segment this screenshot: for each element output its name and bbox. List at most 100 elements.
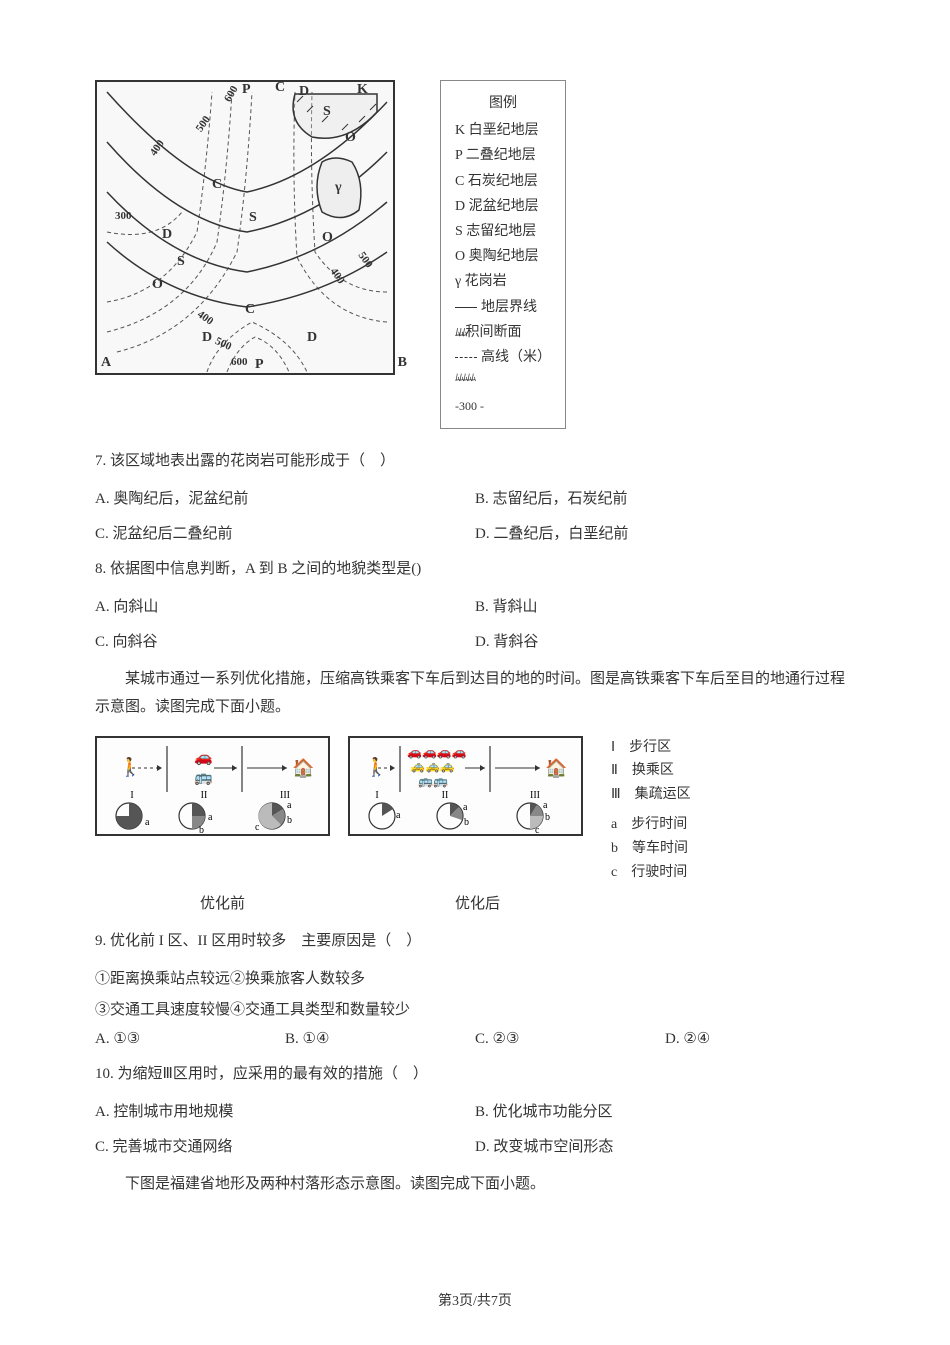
svg-text:🏠: 🏠 xyxy=(545,758,567,778)
legend-hatch: ﾑﾑﾑﾑﾑ xyxy=(455,370,551,388)
label-C-bot: C xyxy=(245,302,255,318)
svg-text:II: II xyxy=(442,790,449,801)
q7-row2: C. 泥盆纪后二叠纪前 D. 二叠纪后，白垩纪前 xyxy=(95,522,855,543)
svg-text:b: b xyxy=(545,812,550,823)
q10-row1: A. 控制城市用地规模 B. 优化城市功能分区 xyxy=(95,1100,855,1121)
flow-after: I II III 🚶 🚗🚗🚗🚗 🚕🚕🚕 🚌🚌 🏠 a a b xyxy=(348,736,583,836)
q9-C: C. ②③ xyxy=(475,1029,665,1048)
q9-D: D. ②④ xyxy=(665,1029,855,1048)
svg-text:I: I xyxy=(375,790,378,801)
contour-300: 300 xyxy=(115,210,132,222)
q9-s2: ③交通工具速度较慢④交通工具类型和数量较少 xyxy=(95,998,855,1019)
q7-B: B. 志留纪后，石炭纪前 xyxy=(475,487,855,508)
legend-P: P 二叠纪地层 xyxy=(455,143,551,168)
time-c: c 行驶时间 xyxy=(611,861,691,885)
passage2: 某城市通过一系列优化措施，压缩高铁乘客下车后到达目的地的时间。图是高铁乘客下车后… xyxy=(95,665,855,722)
legend-S: S 志留纪地层 xyxy=(455,219,551,244)
label-D-bot: D xyxy=(202,330,212,346)
legend-K: K 白垩纪地层 xyxy=(455,118,551,143)
q9-stem: 9. 优化前 I 区、II 区用时较多 主要原因是（ ） xyxy=(95,929,855,953)
label-A: A xyxy=(101,355,111,371)
map-svg xyxy=(97,82,393,373)
legend-C: C 石炭纪地层 xyxy=(455,169,551,194)
q10-D: D. 改变城市空间形态 xyxy=(475,1135,855,1156)
q8-row2: C. 向斜谷 D. 背斜谷 xyxy=(95,630,855,651)
legend-box: 图例 K 白垩纪地层 P 二叠纪地层 C 石炭纪地层 D 泥盆纪地层 S 志留纪… xyxy=(440,80,566,429)
svg-text:b: b xyxy=(464,817,469,828)
label-D-mid: D xyxy=(162,227,172,243)
svg-text:II: II xyxy=(201,790,208,801)
svg-text:b: b xyxy=(287,815,292,826)
svg-text:c: c xyxy=(255,822,260,833)
label-O-top: O xyxy=(345,130,356,146)
label-C-mid: C xyxy=(212,177,222,193)
legend-gamma: γ 花岗岩 xyxy=(455,269,551,294)
legend-sample: -300 - xyxy=(455,396,551,418)
q10-stem: 10. 为缩短Ⅲ区用时，应采用的最有效的措施（ ） xyxy=(95,1062,855,1086)
contour-600b: 600 xyxy=(231,356,248,368)
legend-boundary: 地层界线 xyxy=(455,295,551,320)
legend-contour: 高线（米） xyxy=(455,345,551,370)
svg-text:🚗🚗🚗🚗: 🚗🚗🚗🚗 xyxy=(407,745,467,759)
geologic-map: A B P C D K S O γ C S O D S O C D D P 60… xyxy=(95,80,395,375)
label-before: 优化前 xyxy=(95,892,350,913)
label-P-bot: P xyxy=(255,357,264,373)
q9-s1: ①距离换乘站点较远②换乘旅客人数较多 xyxy=(95,967,855,988)
q8-A: A. 向斜山 xyxy=(95,595,475,616)
label-O-left: O xyxy=(152,277,163,293)
zone-I: Ⅰ 步行区 xyxy=(611,736,691,760)
label-S-top: S xyxy=(323,104,331,120)
label-after: 优化后 xyxy=(350,892,605,913)
figure1-row: A B P C D K S O γ C S O D S O C D D P 60… xyxy=(95,80,855,429)
svg-text:a: a xyxy=(396,810,401,821)
svg-text:🚗: 🚗 xyxy=(194,750,213,766)
q10-C: C. 完善城市交通网络 xyxy=(95,1135,475,1156)
label-P-top: P xyxy=(242,82,251,98)
svg-text:a: a xyxy=(543,800,548,811)
label-D-bot2: D xyxy=(307,330,317,346)
flow-before: I II III 🚶 🚗 🚌 🏠 a a b a xyxy=(95,736,330,836)
svg-text:🚌: 🚌 xyxy=(194,770,213,786)
q7-stem: 7. 该区域地表出露的花岗岩可能形成于（ ） xyxy=(95,449,855,473)
label-B: B xyxy=(398,355,407,371)
flow-labels: 优化前 优化后 xyxy=(95,892,855,913)
svg-text:I: I xyxy=(130,790,133,801)
zone-III: Ⅲ 集疏运区 xyxy=(611,783,691,807)
legend-unconformity: ﾑﾑﾑ积间断面 xyxy=(455,320,551,345)
svg-text:a: a xyxy=(208,812,213,823)
svg-text:🚕🚕🚕: 🚕🚕🚕 xyxy=(410,759,455,773)
time-b: b 等车时间 xyxy=(611,837,691,861)
legend-D: D 泥盆纪地层 xyxy=(455,194,551,219)
q7-A: A. 奥陶纪后，泥盆纪前 xyxy=(95,487,475,508)
svg-text:🏠: 🏠 xyxy=(292,758,314,778)
svg-text:b: b xyxy=(199,825,204,834)
time-a: a 步行时间 xyxy=(611,813,691,837)
zone-II: Ⅱ 换乘区 xyxy=(611,759,691,783)
q8-stem: 8. 依据图中信息判断，A 到 B 之间的地貌类型是() xyxy=(95,557,855,581)
label-K: K xyxy=(357,82,368,98)
q10-B: B. 优化城市功能分区 xyxy=(475,1100,855,1121)
q8-C: C. 向斜谷 xyxy=(95,630,475,651)
label-O-mid: O xyxy=(322,230,333,246)
label-S-mid: S xyxy=(249,210,257,226)
label-S-left: S xyxy=(177,254,185,270)
flow-legend: Ⅰ 步行区 Ⅱ 换乘区 Ⅲ 集疏运区 a 步行时间 b 等车时间 c 行驶时间 xyxy=(611,736,691,885)
svg-text:🚌🚌: 🚌🚌 xyxy=(418,774,448,788)
q10-row2: C. 完善城市交通网络 D. 改变城市空间形态 xyxy=(95,1135,855,1156)
flow-after-svg: I II III 🚶 🚗🚗🚗🚗 🚕🚕🚕 🚌🚌 🏠 a a b xyxy=(350,738,581,834)
svg-text:a: a xyxy=(463,802,468,813)
q8-B: B. 背斜山 xyxy=(475,595,855,616)
page-footer: 第3页/共7页 xyxy=(0,1290,950,1310)
q8-row1: A. 向斜山 B. 背斜山 xyxy=(95,595,855,616)
q9-B: B. ①④ xyxy=(285,1029,475,1048)
figure2-row: I II III 🚶 🚗 🚌 🏠 a a b a xyxy=(95,736,855,885)
svg-text:a: a xyxy=(287,800,292,811)
legend-O: O 奥陶纪地层 xyxy=(455,244,551,269)
legend-title: 图例 xyxy=(455,91,551,116)
passage3: 下图是福建省地形及两种村落形态示意图。读图完成下面小题。 xyxy=(95,1170,855,1199)
q7-row1: A. 奥陶纪后，泥盆纪前 B. 志留纪后，石炭纪前 xyxy=(95,487,855,508)
q7-C: C. 泥盆纪后二叠纪前 xyxy=(95,522,475,543)
svg-text:III: III xyxy=(530,790,540,801)
label-gamma: γ xyxy=(335,180,342,196)
q8-D: D. 背斜谷 xyxy=(475,630,855,651)
